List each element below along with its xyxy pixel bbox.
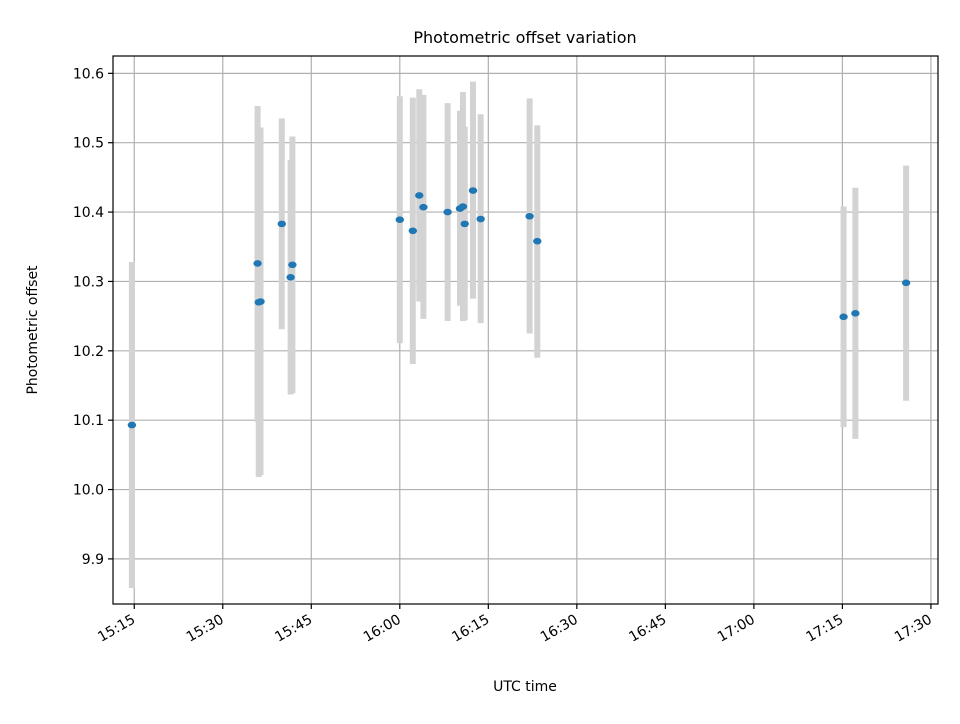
data-point [839, 313, 848, 321]
y-axis-label: Photometric offset [25, 265, 41, 395]
data-point [127, 421, 137, 429]
chart-title: Photometric offset variation [413, 28, 636, 47]
grid-lines [113, 56, 938, 604]
data-point [458, 203, 468, 210]
y-tick-label: 10.0 [73, 483, 104, 499]
y-tick-label: 10.1 [73, 413, 104, 429]
data-point [533, 237, 542, 245]
y-tick-label: 9.9 [82, 552, 104, 568]
data-point [851, 310, 860, 317]
y-tick-label: 10.4 [73, 205, 104, 221]
data-point [468, 187, 478, 194]
data-point [443, 208, 452, 216]
data-point [395, 216, 405, 224]
data-point [419, 203, 428, 211]
data-point [476, 215, 485, 223]
y-tick-label: 10.5 [73, 136, 104, 152]
data-point [286, 273, 295, 281]
data-point [256, 298, 265, 305]
data-point [277, 220, 286, 228]
data-point [253, 260, 262, 267]
y-tick-label: 10.3 [73, 274, 104, 290]
data-point [525, 212, 534, 220]
data-point [415, 192, 424, 199]
data-point [288, 261, 297, 269]
plot-area-frame [112, 55, 939, 605]
data-points [127, 187, 911, 429]
x-axis-label: UTC time [493, 679, 557, 695]
y-tick-label: 10.2 [73, 344, 104, 360]
data-point [901, 279, 911, 287]
data-point [460, 220, 469, 228]
y-tick-label: 10.6 [73, 66, 104, 82]
data-point [408, 227, 417, 235]
